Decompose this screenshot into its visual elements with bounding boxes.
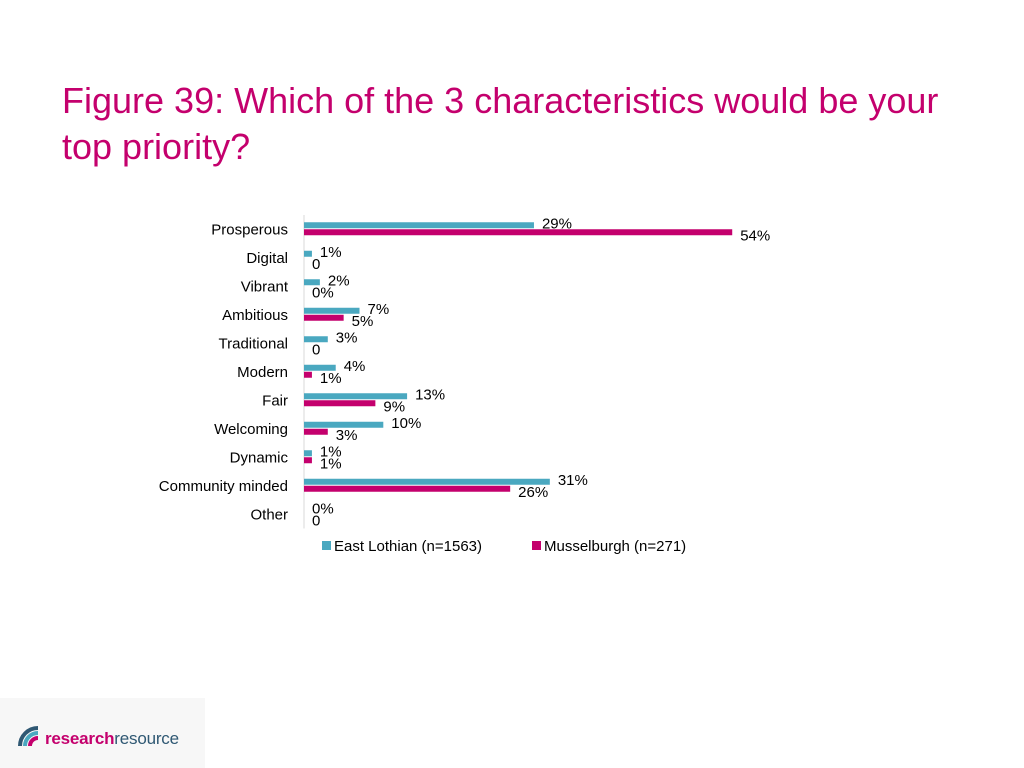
logo-text-research: research xyxy=(45,729,115,748)
data-label: 31% xyxy=(558,472,588,489)
data-label: 3% xyxy=(336,329,358,346)
data-label: 4% xyxy=(344,358,366,375)
bar-east-lothian xyxy=(304,279,320,286)
legend-label: Musselburgh (n=271) xyxy=(544,538,686,555)
data-label: 13% xyxy=(415,386,445,403)
data-label: 7% xyxy=(368,301,390,318)
legend-swatch xyxy=(322,541,331,550)
bar-musselburgh xyxy=(304,485,511,492)
data-label: 0 xyxy=(312,256,320,273)
bar-musselburgh xyxy=(304,428,328,435)
data-label: 1% xyxy=(320,244,342,261)
legend-label: East Lothian (n=1563) xyxy=(334,538,482,555)
data-label: 3% xyxy=(336,427,358,444)
category-label: Dynamic xyxy=(230,449,289,466)
bar-musselburgh xyxy=(304,400,376,407)
category-label: Community minded xyxy=(159,478,288,495)
category-label: Vibrant xyxy=(241,278,289,295)
bar-east-lothian xyxy=(304,222,534,229)
category-label: Traditional xyxy=(219,335,288,352)
slide-title: Figure 39: Which of the 3 characteristic… xyxy=(62,80,939,167)
data-label: 5% xyxy=(352,313,374,330)
bar-musselburgh xyxy=(304,457,312,464)
legend-swatch xyxy=(532,541,541,550)
data-label: 54% xyxy=(740,227,770,244)
data-label: 0 xyxy=(312,341,320,358)
logo-mark-icon xyxy=(18,726,39,747)
bar-east-lothian xyxy=(304,478,550,485)
bar-east-lothian xyxy=(304,364,336,371)
category-label: Other xyxy=(250,506,288,523)
logo-text-resource: resource xyxy=(114,729,179,748)
data-label: 0% xyxy=(312,500,334,517)
bar-musselburgh xyxy=(304,371,312,378)
logo-text: researchresource xyxy=(45,729,179,749)
bar-east-lothian xyxy=(304,307,360,314)
category-label: Prosperous xyxy=(211,221,288,238)
data-label: 1% xyxy=(320,455,342,472)
data-label: 10% xyxy=(391,415,421,432)
category-label: Digital xyxy=(246,250,288,267)
data-label: 29% xyxy=(542,215,572,232)
bar-east-lothian xyxy=(304,250,312,257)
bar-east-lothian xyxy=(304,393,408,400)
data-label: 1% xyxy=(320,443,342,460)
bar-musselburgh xyxy=(304,314,344,321)
category-label: Ambitious xyxy=(222,307,288,324)
data-label: 0 xyxy=(312,512,320,529)
category-label: Modern xyxy=(237,364,288,381)
data-label: 0% xyxy=(312,284,334,301)
research-resource-logo: researchresource xyxy=(0,698,205,768)
category-label: Fair xyxy=(262,392,288,409)
data-label: 1% xyxy=(320,370,342,387)
bar-east-lothian xyxy=(304,450,312,457)
bar-musselburgh xyxy=(304,229,733,236)
data-label: 9% xyxy=(383,398,405,415)
data-label: 26% xyxy=(518,484,548,501)
bar-east-lothian xyxy=(304,421,384,428)
bar-east-lothian xyxy=(304,336,328,343)
data-label: 2% xyxy=(328,272,350,289)
category-label: Welcoming xyxy=(214,421,288,438)
